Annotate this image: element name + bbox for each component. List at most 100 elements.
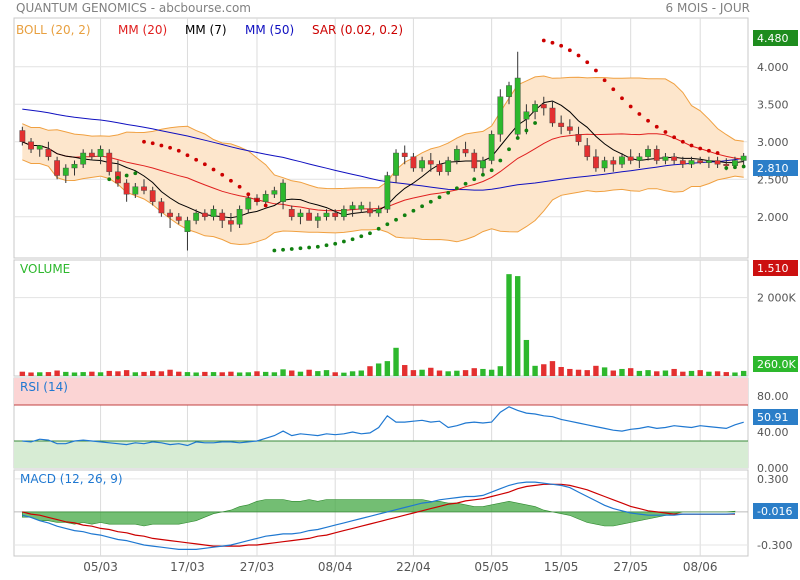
sar-dot bbox=[281, 247, 285, 252]
period-label: 6 MOIS - JOUR bbox=[665, 1, 750, 15]
macd-last-label-box bbox=[753, 503, 798, 519]
candle-body bbox=[245, 197, 252, 210]
macd-y-tick-label: 0.300 bbox=[757, 473, 789, 486]
volume-bar bbox=[384, 361, 391, 376]
sar-dot bbox=[550, 40, 555, 45]
candle-body bbox=[210, 209, 217, 217]
candle-body bbox=[228, 220, 234, 225]
candle-body bbox=[45, 149, 52, 157]
candle-body bbox=[497, 96, 504, 135]
rsi-y-tick-label: 40.00 bbox=[757, 426, 789, 439]
candle-body bbox=[141, 186, 147, 191]
x-tick-label: 15/05 bbox=[544, 560, 579, 574]
candle-body bbox=[436, 164, 443, 172]
price-panel-frame bbox=[13, 17, 749, 259]
sar-dot bbox=[602, 78, 607, 83]
legend-item: BOLL (20, 2) bbox=[16, 23, 91, 37]
macd-last-label: -0.016 bbox=[757, 505, 792, 518]
sar-dot bbox=[507, 147, 511, 152]
candle-body bbox=[653, 149, 660, 161]
volume-bar bbox=[132, 372, 139, 376]
sar-dot bbox=[133, 171, 138, 176]
candle-body bbox=[723, 164, 730, 166]
sar-dot bbox=[289, 247, 294, 251]
macd-y-tick-label: -0.300 bbox=[757, 539, 792, 552]
volume-bar bbox=[393, 347, 399, 376]
rsi-overbought-zone bbox=[14, 378, 748, 405]
sar-dot bbox=[315, 244, 320, 249]
volume-bar bbox=[297, 371, 304, 376]
macd-histogram bbox=[21, 499, 736, 527]
x-tick-label: 22/04 bbox=[396, 560, 431, 574]
candle-body bbox=[323, 212, 330, 217]
volume-bar bbox=[37, 372, 43, 376]
rsi-y-tick-label: 0.000 bbox=[757, 462, 789, 475]
sar-dot bbox=[142, 139, 146, 144]
candle-body bbox=[523, 111, 530, 120]
rsi-oversold-zone bbox=[14, 441, 748, 468]
sar-dot bbox=[594, 68, 598, 73]
volume-bar bbox=[680, 371, 686, 376]
candle-body bbox=[566, 126, 573, 131]
sar-dot bbox=[116, 175, 120, 180]
price-min-label-box bbox=[753, 260, 798, 276]
x-tick-label: 08/04 bbox=[318, 560, 353, 574]
sar-dot bbox=[220, 172, 225, 177]
candle-body bbox=[393, 152, 399, 176]
mm50-line bbox=[22, 108, 744, 191]
volume-bar bbox=[80, 372, 86, 376]
x-tick-label: 05/03 bbox=[83, 560, 118, 574]
candle-body bbox=[445, 160, 452, 172]
sar-dot bbox=[446, 190, 451, 195]
legend-item: MM (7) bbox=[185, 23, 227, 37]
volume-bar bbox=[71, 372, 78, 376]
sar-dot bbox=[680, 139, 685, 144]
macd-line bbox=[22, 481, 736, 551]
volume-last-label-box bbox=[753, 356, 798, 372]
sar-dot bbox=[168, 145, 172, 150]
sar-dot bbox=[489, 168, 494, 173]
candle-body bbox=[236, 209, 243, 225]
volume-bar bbox=[167, 369, 173, 376]
sar-dot bbox=[420, 204, 425, 209]
candle-body bbox=[297, 212, 304, 217]
sar-dot bbox=[411, 208, 416, 213]
sar-dot bbox=[324, 243, 329, 248]
sar-dot bbox=[159, 143, 164, 148]
rsi-title: RSI (14) bbox=[20, 380, 68, 394]
candle-body bbox=[540, 104, 547, 109]
candle-body bbox=[732, 160, 738, 166]
candle-body bbox=[384, 175, 391, 210]
x-tick-label: 27/03 bbox=[240, 560, 275, 574]
candle-body bbox=[549, 107, 556, 124]
volume-bar bbox=[636, 370, 643, 376]
macd-signal-line bbox=[22, 483, 735, 547]
sar-dot bbox=[150, 141, 155, 146]
volume-bar bbox=[601, 367, 608, 376]
price-max-label-box bbox=[753, 30, 798, 46]
candle-body bbox=[419, 160, 426, 169]
sar-dot bbox=[437, 195, 442, 200]
volume-bar bbox=[732, 372, 738, 376]
chart-title: QUANTUM GENOMICS - abcbourse.com bbox=[16, 1, 251, 15]
sar-dot bbox=[229, 178, 233, 183]
candle-body bbox=[619, 156, 625, 165]
volume-bar bbox=[558, 366, 564, 376]
sar-dot bbox=[637, 112, 642, 116]
volume-bar bbox=[515, 276, 521, 376]
candle-body bbox=[532, 104, 538, 112]
candle-body bbox=[158, 201, 165, 214]
volume-bar bbox=[497, 366, 504, 376]
sar-dot bbox=[428, 199, 433, 204]
sar-dot bbox=[706, 148, 711, 153]
sar-dot bbox=[498, 158, 503, 163]
x-tick-label: 05/05 bbox=[474, 560, 509, 574]
bollinger-band-fill bbox=[22, 76, 744, 245]
sar-dot bbox=[481, 172, 485, 177]
price-y-tick-label: 3.000 bbox=[757, 136, 789, 149]
volume-bar bbox=[63, 371, 69, 376]
candle-body bbox=[358, 205, 365, 210]
candle-body bbox=[506, 85, 512, 97]
volume-bar bbox=[575, 369, 582, 376]
rsi-line bbox=[22, 406, 744, 447]
